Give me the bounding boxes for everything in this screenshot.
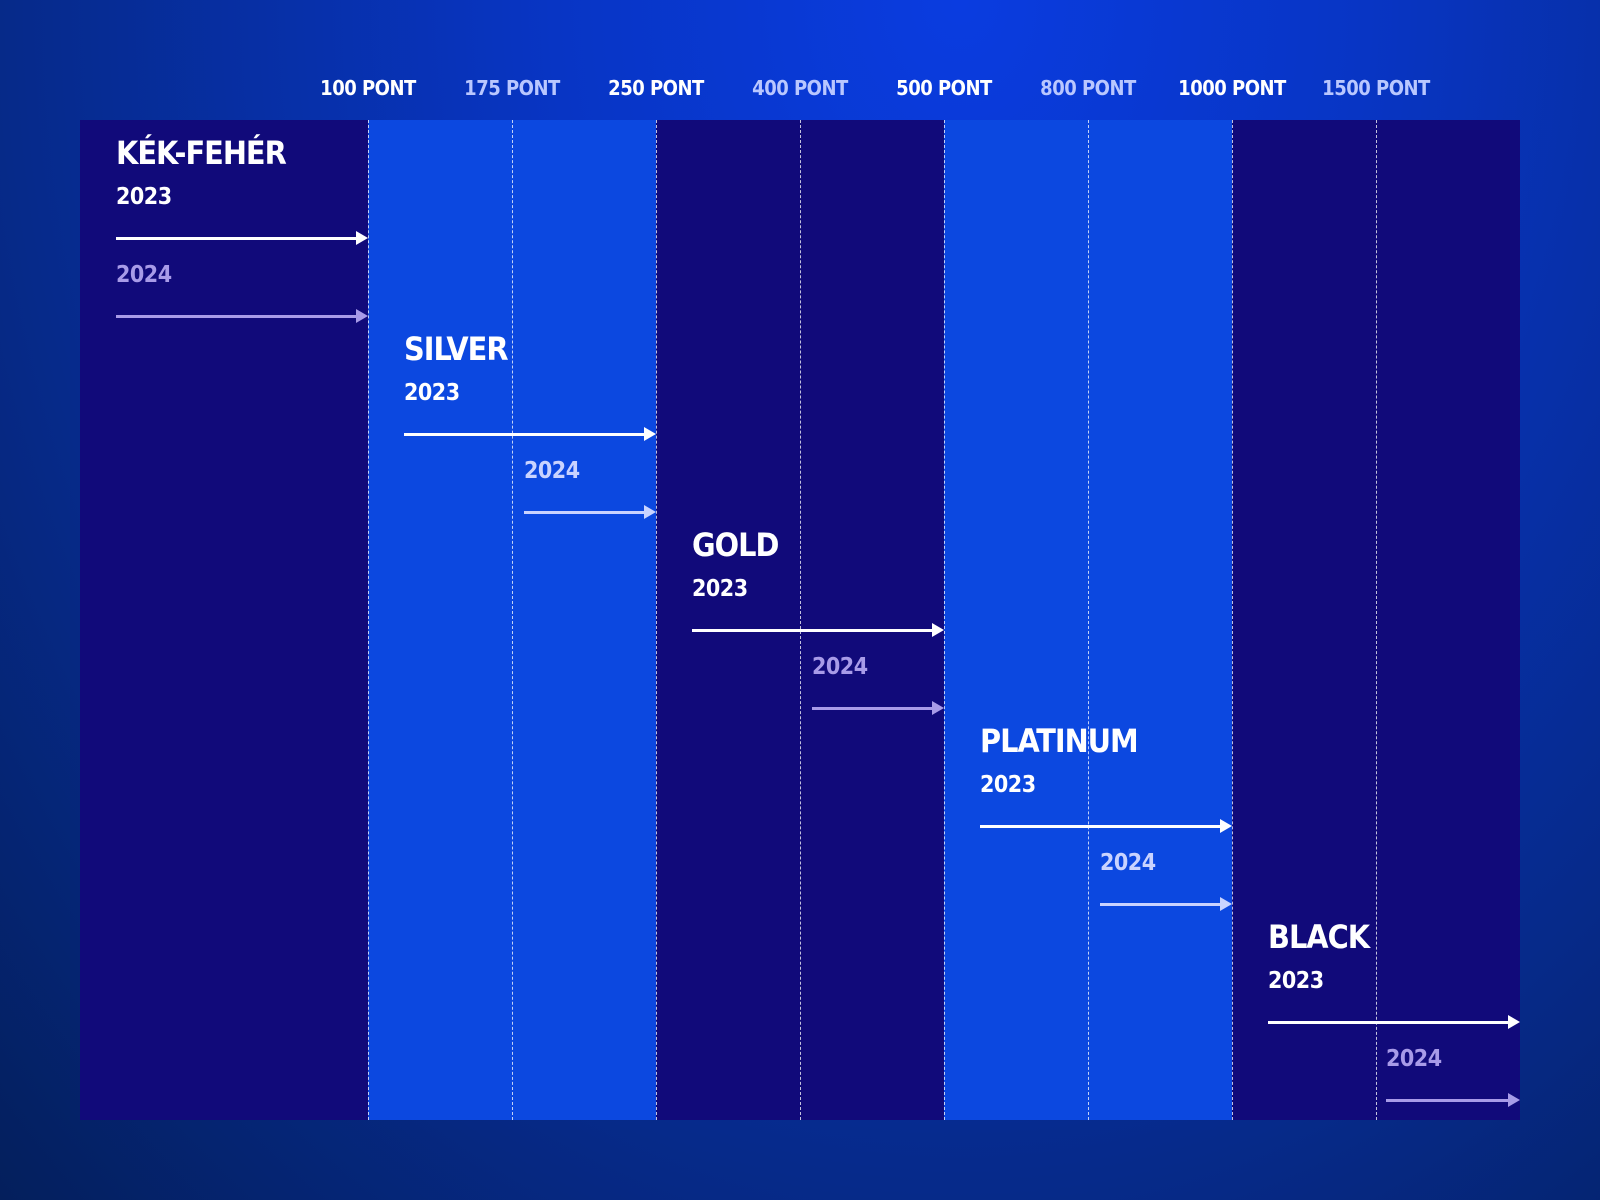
tier-band-0	[80, 120, 368, 1120]
threshold-label: 1000 PONT	[1178, 76, 1286, 100]
year-2024-label: 2024	[1386, 1046, 1442, 1072]
threshold-line	[1088, 120, 1089, 1120]
threshold-line	[512, 120, 513, 1120]
threshold-line	[800, 120, 801, 1120]
year-2024-label: 2024	[116, 262, 172, 288]
threshold-label: 500 PONT	[896, 76, 992, 100]
threshold-line	[1232, 120, 1233, 1120]
year-2023-label: 2023	[692, 576, 748, 602]
threshold-label: 400 PONT	[752, 76, 848, 100]
tier-name: BLACK	[1268, 918, 1370, 956]
year-2023-label: 2023	[980, 772, 1036, 798]
tier-name: SILVER	[404, 330, 508, 368]
threshold-label: 1500 PONT	[1322, 76, 1430, 100]
year-2023-label: 2023	[404, 380, 460, 406]
threshold-line	[944, 120, 945, 1120]
threshold-line	[1376, 120, 1377, 1120]
year-2023-label: 2023	[116, 184, 172, 210]
threshold-label: 800 PONT	[1040, 76, 1136, 100]
year-2024-label: 2024	[524, 458, 580, 484]
year-2023-label: 2023	[1268, 968, 1324, 994]
threshold-label: 175 PONT	[464, 76, 560, 100]
threshold-line	[656, 120, 657, 1120]
tier-name: KÉK-FEHÉR	[116, 134, 287, 172]
year-2024-label: 2024	[812, 654, 868, 680]
year-2024-label: 2024	[1100, 850, 1156, 876]
threshold-label: 250 PONT	[608, 76, 704, 100]
threshold-line	[368, 120, 369, 1120]
tier-name: PLATINUM	[980, 722, 1139, 760]
threshold-label: 100 PONT	[320, 76, 416, 100]
tier-name: GOLD	[692, 526, 779, 564]
